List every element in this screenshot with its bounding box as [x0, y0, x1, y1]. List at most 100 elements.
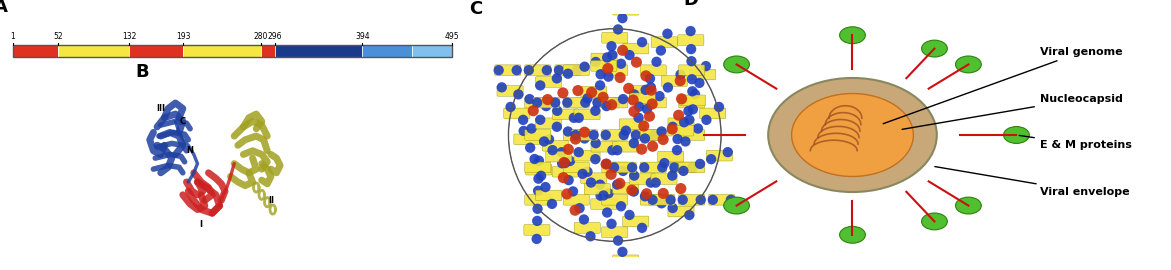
FancyBboxPatch shape	[525, 65, 550, 76]
FancyBboxPatch shape	[494, 65, 521, 76]
Circle shape	[618, 130, 629, 140]
FancyBboxPatch shape	[630, 86, 656, 96]
FancyBboxPatch shape	[555, 65, 581, 76]
Circle shape	[634, 102, 644, 112]
Circle shape	[605, 169, 617, 180]
Circle shape	[679, 117, 690, 127]
Circle shape	[656, 45, 666, 56]
Ellipse shape	[768, 78, 937, 192]
Circle shape	[648, 141, 658, 152]
Bar	[412, 45, 452, 58]
Circle shape	[631, 57, 642, 68]
Circle shape	[563, 69, 573, 79]
Circle shape	[672, 134, 683, 144]
FancyBboxPatch shape	[612, 255, 638, 266]
Circle shape	[667, 170, 678, 181]
Circle shape	[602, 159, 611, 169]
Circle shape	[597, 92, 609, 103]
Circle shape	[527, 123, 536, 134]
Circle shape	[657, 162, 667, 173]
FancyBboxPatch shape	[678, 35, 704, 45]
Circle shape	[651, 57, 662, 67]
Circle shape	[641, 188, 652, 199]
FancyBboxPatch shape	[574, 222, 601, 233]
FancyBboxPatch shape	[632, 130, 658, 140]
Circle shape	[608, 50, 617, 60]
Text: B: B	[135, 63, 149, 81]
Circle shape	[547, 145, 557, 155]
FancyBboxPatch shape	[591, 199, 617, 210]
Text: C: C	[179, 117, 186, 126]
Circle shape	[623, 83, 635, 94]
Circle shape	[663, 29, 672, 39]
Circle shape	[667, 203, 678, 213]
FancyBboxPatch shape	[535, 77, 562, 87]
Circle shape	[586, 87, 597, 98]
FancyBboxPatch shape	[667, 118, 694, 129]
FancyBboxPatch shape	[679, 130, 705, 140]
Circle shape	[639, 133, 650, 144]
Circle shape	[529, 154, 540, 164]
FancyBboxPatch shape	[563, 162, 589, 173]
Circle shape	[637, 37, 648, 47]
FancyBboxPatch shape	[679, 95, 706, 106]
Circle shape	[673, 110, 684, 121]
Circle shape	[616, 59, 626, 69]
Circle shape	[616, 201, 626, 211]
Text: II: II	[268, 196, 274, 205]
Circle shape	[582, 93, 593, 103]
FancyBboxPatch shape	[525, 97, 550, 108]
FancyBboxPatch shape	[612, 183, 638, 193]
Circle shape	[624, 264, 635, 270]
Bar	[13, 45, 452, 58]
Circle shape	[533, 174, 543, 184]
Circle shape	[523, 65, 534, 75]
FancyBboxPatch shape	[602, 227, 628, 238]
Ellipse shape	[792, 93, 913, 177]
Circle shape	[637, 223, 648, 233]
FancyBboxPatch shape	[667, 125, 694, 136]
Circle shape	[672, 145, 683, 155]
Circle shape	[542, 65, 552, 75]
FancyBboxPatch shape	[708, 194, 735, 205]
Circle shape	[714, 102, 724, 112]
Circle shape	[651, 177, 660, 188]
Circle shape	[607, 99, 617, 110]
Circle shape	[532, 216, 542, 226]
Circle shape	[512, 65, 522, 75]
Circle shape	[617, 13, 628, 23]
FancyBboxPatch shape	[553, 109, 578, 120]
Ellipse shape	[922, 40, 947, 57]
Circle shape	[644, 111, 655, 122]
Circle shape	[533, 204, 542, 214]
Circle shape	[577, 169, 588, 179]
Text: D: D	[684, 0, 699, 9]
Circle shape	[533, 186, 543, 196]
Circle shape	[678, 195, 687, 205]
Circle shape	[595, 69, 605, 79]
Ellipse shape	[840, 27, 865, 44]
FancyBboxPatch shape	[649, 194, 674, 205]
Circle shape	[603, 188, 614, 198]
Circle shape	[574, 147, 584, 157]
FancyBboxPatch shape	[591, 141, 617, 152]
Circle shape	[532, 97, 542, 108]
FancyBboxPatch shape	[706, 150, 733, 161]
Circle shape	[629, 138, 639, 148]
Circle shape	[641, 70, 651, 82]
Circle shape	[536, 171, 546, 181]
FancyBboxPatch shape	[525, 130, 550, 140]
Circle shape	[666, 123, 678, 135]
Circle shape	[543, 134, 554, 144]
Circle shape	[648, 195, 658, 205]
Ellipse shape	[724, 197, 749, 214]
Circle shape	[528, 105, 539, 116]
Circle shape	[542, 94, 553, 105]
Circle shape	[658, 188, 669, 199]
FancyBboxPatch shape	[679, 162, 705, 173]
FancyBboxPatch shape	[542, 140, 568, 151]
Text: Viral genome: Viral genome	[883, 47, 1123, 124]
FancyBboxPatch shape	[525, 194, 550, 205]
Circle shape	[696, 195, 706, 205]
Circle shape	[506, 102, 515, 112]
